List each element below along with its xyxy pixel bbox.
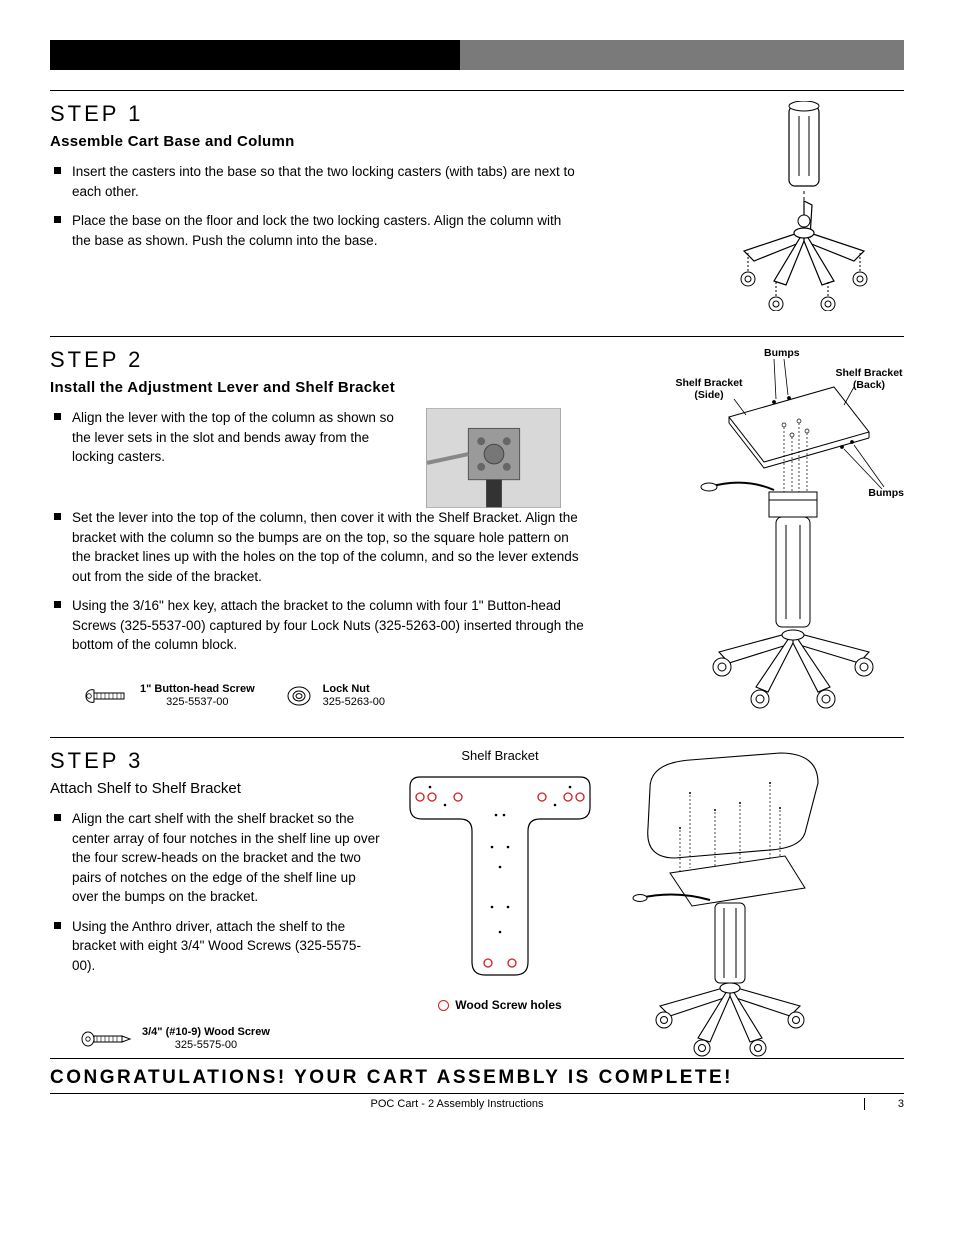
lock-nut-icon <box>285 684 313 708</box>
step-2-bullet: Align the lever with the top of the colu… <box>50 408 410 467</box>
header-bar <box>50 40 904 70</box>
button-head-screw-icon <box>80 684 130 708</box>
step-2-bullet: Set the lever into the top of the column… <box>50 508 590 586</box>
step-2-subtitle: Install the Adjustment Lever and Shelf B… <box>50 379 654 396</box>
step-3: STEP 3 Attach Shelf to Shelf Bracket Ali… <box>50 738 904 1058</box>
step-2-title: STEP 2 <box>50 347 654 373</box>
step-1-bullet: Insert the casters into the base so that… <box>50 162 580 201</box>
step-1: STEP 1 Assemble Cart Base and Column Ins… <box>50 91 904 336</box>
part-number: 325-5575-00 <box>142 1039 270 1052</box>
wood-screw-legend: Wood Screw holes <box>400 998 600 1012</box>
footer-page: 3 <box>864 1098 904 1110</box>
step-3-subtitle: Attach Shelf to Shelf Bracket <box>50 780 380 797</box>
header-bar-black <box>50 40 460 70</box>
congrats-line: CONGRATULATIONS! YOUR CART ASSEMBLY IS C… <box>50 1059 904 1093</box>
step-3-bullet: Using the Anthro driver, attach the shel… <box>50 917 380 976</box>
part-number: 325-5263-00 <box>323 696 385 709</box>
step-1-title: STEP 1 <box>50 101 684 127</box>
callout-bracket-side: Shelf Bracket(Side) <box>674 377 744 401</box>
step-1-figure <box>704 101 904 316</box>
step-2: STEP 2 Install the Adjustment Lever and … <box>50 337 904 737</box>
step-2-photo <box>426 408 561 508</box>
part-name: Lock Nut <box>323 683 370 695</box>
step-1-bullet: Place the base on the floor and lock the… <box>50 211 580 250</box>
step-2-parts: 1" Button-head Screw 325-5537-00 Lock Nu… <box>50 665 654 709</box>
step-2-bullet: Using the 3/16" hex key, attach the brac… <box>50 596 590 655</box>
part-name: 3/4" (#10-9) Wood Screw <box>142 1026 270 1038</box>
callout-bumps: Bumps <box>868 487 904 499</box>
callout-bracket-back: Shelf Bracket(Back) <box>834 367 904 391</box>
step-2-figure: Bumps Shelf Bracket(Side) Shelf Bracket(… <box>674 347 904 717</box>
header-bar-gray <box>460 40 904 70</box>
step-3-bullet: Align the cart shelf with the shelf brac… <box>50 809 380 907</box>
part-name: 1" Button-head Screw <box>140 683 255 695</box>
step-1-subtitle: Assemble Cart Base and Column <box>50 133 684 150</box>
callout-bumps: Bumps <box>764 347 800 359</box>
step-3-bracket-figure: Shelf Bracket <box>400 748 600 1052</box>
footer-title: POC Cart - 2 Assembly Instructions <box>50 1098 864 1110</box>
step-3-parts: 3/4" (#10-9) Wood Screw 325-5575-00 <box>50 986 380 1052</box>
wood-screw-icon <box>80 1028 132 1050</box>
page-footer: POC Cart - 2 Assembly Instructions 3 <box>50 1094 904 1110</box>
part-number: 325-5537-00 <box>140 696 255 709</box>
step-3-assembly-figure <box>620 748 830 1048</box>
step-3-title: STEP 3 <box>50 748 380 774</box>
shelf-bracket-label: Shelf Bracket <box>400 748 600 763</box>
red-circle-icon <box>438 1000 449 1011</box>
wood-screw-legend-text: Wood Screw holes <box>455 998 561 1012</box>
